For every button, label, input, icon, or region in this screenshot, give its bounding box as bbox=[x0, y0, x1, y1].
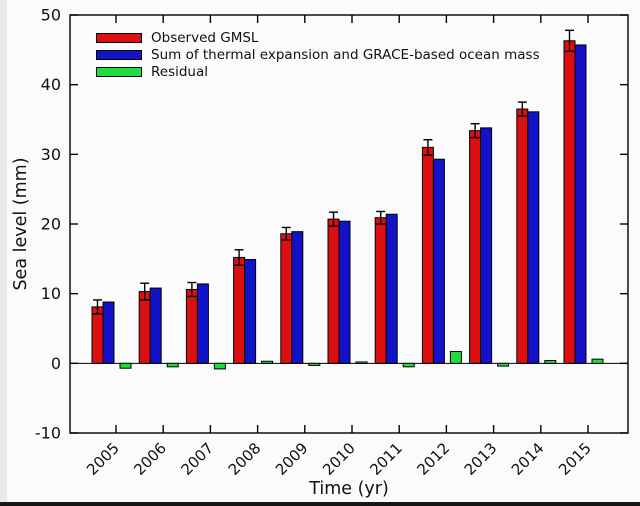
y-tick-label: 20 bbox=[41, 215, 61, 234]
bar-observed-2007 bbox=[185, 288, 198, 364]
x-tick-label: 2010 bbox=[319, 439, 359, 479]
bar-sum-2013 bbox=[480, 127, 493, 364]
bar-residual-2005 bbox=[119, 362, 132, 369]
bar-residual-2015 bbox=[591, 358, 604, 364]
legend-label-observed-gmsl: Observed GMSL bbox=[151, 30, 259, 46]
error-bar-2014 bbox=[517, 101, 527, 117]
bar-sum-2014 bbox=[527, 111, 540, 364]
bar-sum-2010 bbox=[338, 220, 351, 364]
bar-sum-2012 bbox=[432, 158, 445, 364]
bar-observed-2009 bbox=[280, 233, 293, 364]
legend-item-residual: Residual bbox=[96, 65, 540, 79]
bar-residual-2008 bbox=[261, 360, 274, 364]
legend-swatch-observed-gmsl bbox=[96, 33, 142, 43]
x-tick-label: 2011 bbox=[366, 439, 406, 479]
bar-observed-2015 bbox=[563, 40, 576, 364]
x-tick-label: 2009 bbox=[272, 439, 312, 479]
bar-sum-2005 bbox=[102, 301, 115, 364]
x-tick-label: 2013 bbox=[461, 439, 501, 479]
legend-item-sum-thermal-grace: Sum of thermal expansion and GRACE-based… bbox=[96, 48, 540, 62]
error-bar-2011 bbox=[376, 210, 386, 225]
y-tick-label: 0 bbox=[51, 354, 61, 373]
bar-residual-2006 bbox=[166, 362, 179, 368]
error-bar-2009 bbox=[281, 226, 291, 241]
x-tick-label: 2014 bbox=[508, 439, 548, 479]
bar-residual-2014 bbox=[544, 360, 557, 364]
error-bar-2008 bbox=[234, 249, 244, 266]
bar-residual-2010 bbox=[355, 361, 368, 364]
x-tick-label: 2005 bbox=[83, 439, 123, 479]
error-bar-2007 bbox=[187, 281, 197, 298]
legend-label-residual: Residual bbox=[151, 64, 209, 80]
error-bar-2012 bbox=[423, 139, 433, 156]
bar-observed-2012 bbox=[421, 146, 434, 364]
error-bar-2006 bbox=[140, 282, 150, 301]
bar-sum-2009 bbox=[291, 231, 304, 364]
y-tick-label: 50 bbox=[41, 6, 61, 25]
bar-observed-2010 bbox=[327, 218, 340, 364]
y-tick-label: 30 bbox=[41, 145, 61, 164]
legend-swatch-sum-thermal-grace bbox=[96, 50, 142, 60]
x-tick-label: 2008 bbox=[225, 439, 265, 479]
y-tick-label: -10 bbox=[35, 424, 61, 443]
bar-residual-2013 bbox=[497, 362, 510, 367]
x-tick-label: 2015 bbox=[555, 439, 595, 479]
error-bar-2005 bbox=[93, 299, 102, 315]
bar-observed-2011 bbox=[374, 217, 387, 364]
chart-legend: Observed GMSL Sum of thermal expansion a… bbox=[96, 31, 540, 79]
y-axis-label: Sea level (mm) bbox=[11, 157, 31, 290]
bar-residual-2007 bbox=[213, 362, 226, 370]
bar-observed-2006 bbox=[138, 291, 151, 364]
bar-residual-2009 bbox=[308, 362, 321, 366]
bar-sum-2011 bbox=[385, 213, 398, 364]
bar-sum-2008 bbox=[244, 259, 257, 364]
left-edge-strip bbox=[0, 0, 7, 506]
bar-observed-2008 bbox=[233, 256, 246, 364]
bar-observed-2014 bbox=[516, 108, 529, 364]
legend-swatch-residual bbox=[96, 67, 142, 77]
y-tick-label: 10 bbox=[41, 284, 61, 303]
legend-label-sum-thermal-grace: Sum of thermal expansion and GRACE-based… bbox=[151, 47, 540, 63]
x-tick-label: 2012 bbox=[413, 439, 453, 479]
error-bar-2015 bbox=[565, 29, 574, 52]
bar-observed-2013 bbox=[469, 130, 482, 364]
bar-residual-2011 bbox=[402, 362, 415, 368]
bar-sum-2006 bbox=[149, 287, 162, 364]
bar-sum-2007 bbox=[196, 283, 209, 364]
bar-sum-2015 bbox=[574, 44, 587, 364]
x-axis-label: Time (yr) bbox=[308, 479, 389, 499]
x-tick-label: 2007 bbox=[177, 439, 217, 479]
y-tick-label: 40 bbox=[41, 75, 61, 94]
legend-item-observed-gmsl: Observed GMSL bbox=[96, 31, 540, 45]
error-bar-2013 bbox=[470, 122, 480, 139]
bar-observed-2005 bbox=[91, 306, 104, 364]
x-tick-label: 2006 bbox=[130, 439, 170, 479]
bar-residual-2012 bbox=[449, 350, 462, 364]
bottom-edge-strip bbox=[0, 502, 640, 506]
error-bar-2010 bbox=[329, 211, 338, 227]
